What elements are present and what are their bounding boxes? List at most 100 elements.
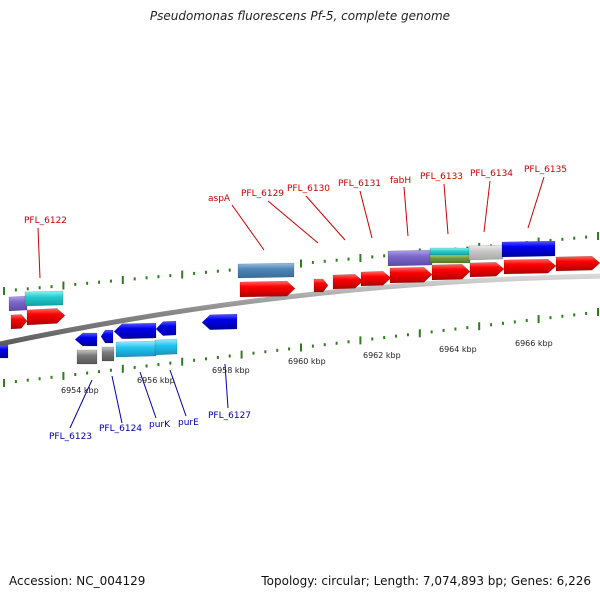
gene-feature — [468, 244, 504, 261]
upper-tick — [300, 259, 302, 268]
lower-tick — [561, 314, 564, 318]
lower-tick — [157, 363, 160, 367]
gene-feature — [154, 338, 178, 356]
upper-tick — [204, 270, 207, 274]
lower-tick — [169, 361, 172, 365]
gene-feature — [469, 261, 505, 278]
upper-tick — [181, 270, 184, 279]
lower-tick — [490, 323, 493, 327]
upper-tick — [74, 282, 77, 286]
gene-feature — [431, 263, 471, 281]
lower-tick — [335, 341, 338, 345]
lower-tick — [406, 333, 409, 337]
gene-label-reverse: PFL_6124 — [99, 424, 142, 434]
gene-feature — [503, 258, 557, 275]
leader-line — [169, 369, 187, 417]
lower-tick — [264, 350, 267, 354]
gene-label-forward: fabH — [390, 176, 411, 186]
lower-tick — [50, 375, 53, 379]
gene-label-reverse: PFL_6127 — [208, 411, 251, 421]
upper-tick — [561, 237, 564, 241]
lower-tick — [418, 329, 421, 338]
lower-tick — [585, 311, 588, 315]
leader-line — [69, 379, 93, 429]
lower-tick — [597, 308, 599, 316]
upper-tick — [133, 277, 136, 281]
lower-tick — [3, 379, 5, 387]
scale-label: 6964 kbp — [439, 345, 477, 354]
accession-label: Accession: NC_004129 — [9, 574, 146, 588]
upper-tick — [216, 269, 219, 273]
leader-line — [483, 180, 491, 233]
upper-tick — [549, 238, 552, 242]
gene-label-forward: PFL_6130 — [287, 184, 330, 194]
gene-feature — [0, 344, 9, 359]
lower-tick — [513, 320, 516, 324]
upper-tick — [38, 286, 41, 290]
gene-feature — [24, 290, 64, 307]
lower-tick — [252, 351, 255, 355]
lower-tick — [86, 371, 89, 375]
gene-feature — [10, 314, 28, 330]
upper-tick — [26, 287, 29, 291]
upper-tick — [169, 274, 172, 278]
scale-label: 6956 kbp — [137, 376, 175, 385]
gene-feature — [313, 278, 329, 293]
upper-tick — [193, 271, 196, 275]
lower-tick — [228, 354, 231, 358]
upper-tick — [311, 260, 314, 264]
leader-line — [267, 200, 319, 244]
lower-tick — [240, 350, 243, 359]
leader-line — [111, 375, 123, 424]
gene-label-forward: PFL_6133 — [420, 172, 463, 182]
gene-feature — [239, 280, 296, 298]
upper-tick — [335, 258, 338, 262]
lower-tick — [181, 357, 184, 366]
upper-tick — [145, 276, 148, 280]
lower-tick — [133, 365, 136, 369]
gene-feature — [555, 255, 600, 272]
lower-tick — [14, 380, 17, 384]
leader-line — [359, 190, 373, 239]
gene-label-forward: PFL_6135 — [524, 165, 567, 175]
lower-tick — [26, 378, 29, 382]
gene-label-reverse: purE — [178, 418, 199, 428]
gene-feature — [360, 271, 392, 287]
gene-label-forward: PFL_6131 — [338, 179, 381, 189]
label-leaders — [37, 176, 545, 429]
gene-feature — [501, 240, 556, 258]
gene-feature — [201, 313, 238, 331]
gene-feature — [237, 262, 295, 279]
gene-label-reverse: PFL_6123 — [49, 432, 92, 442]
lower-tick — [74, 372, 77, 376]
upper-tick — [228, 268, 231, 272]
genome-stats: Topology: circular; Length: 7,074,893 bp… — [261, 574, 591, 588]
gene-label-reverse: purK — [149, 420, 171, 430]
leader-line — [224, 363, 229, 409]
lower-tick — [466, 326, 469, 330]
gene-feature — [76, 349, 98, 365]
gene-feature — [8, 295, 28, 312]
lower-tick — [478, 322, 481, 331]
lower-tick — [371, 337, 374, 341]
lower-tick — [98, 370, 101, 374]
lower-tick — [347, 340, 350, 344]
gene-feature — [429, 254, 471, 264]
upper-tick — [157, 275, 160, 279]
gene-features — [0, 240, 600, 365]
lower-tick — [193, 358, 196, 362]
lower-tick — [501, 321, 504, 325]
gene-label-forward: PFL_6122 — [24, 216, 67, 226]
lower-tick — [430, 330, 433, 334]
upper-tick — [573, 236, 576, 240]
genome-backbone — [0, 273, 600, 347]
lower-tick — [383, 336, 386, 340]
lower-tick — [395, 334, 398, 338]
gene-feature — [115, 340, 157, 358]
leader-line — [37, 227, 41, 279]
scale-label: 6958 kbp — [212, 366, 250, 375]
lower-tick — [300, 343, 302, 352]
upper-tick — [585, 235, 588, 239]
scale-label: 6960 kbp — [288, 357, 326, 366]
